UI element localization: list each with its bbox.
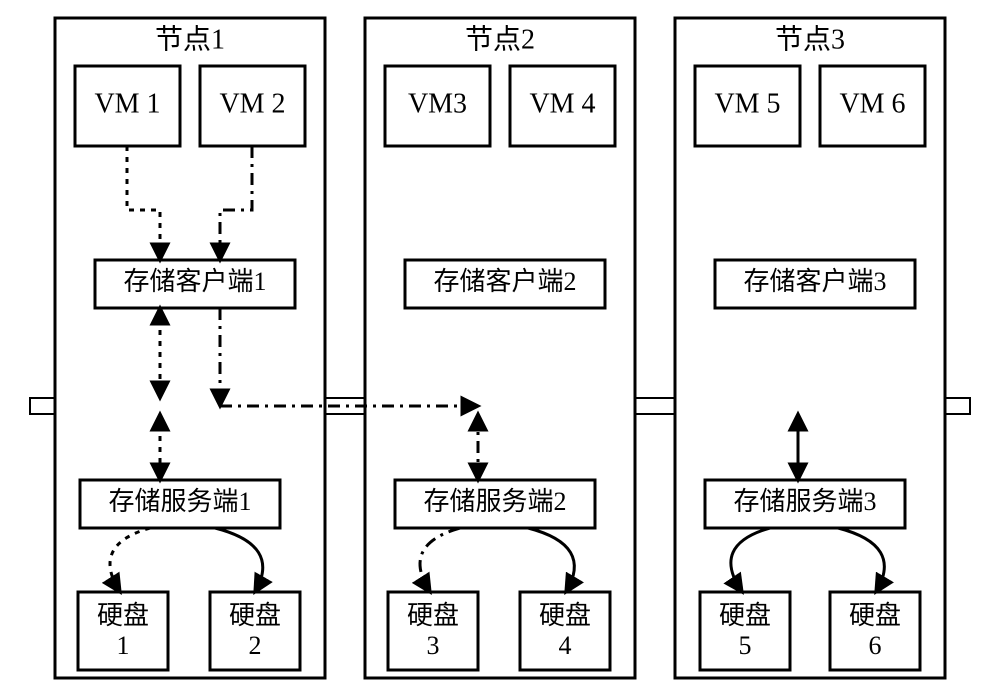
client3-label: 存储客户端3 [743,267,886,296]
disk2-label1: 硬盘 [229,601,281,630]
disk5-label1: 硬盘 [719,601,771,630]
disk1-label2: 1 [117,631,130,660]
vm1-label: VM 1 [94,88,160,119]
client1-label: 存储客户端1 [123,267,266,296]
vm5-label: VM 5 [714,88,780,119]
disk4-label1: 硬盘 [539,601,591,630]
disk3-label2: 3 [427,631,440,660]
disk5-label2: 5 [739,631,752,660]
node3-title: 节点3 [775,23,845,55]
vm6-label: VM 6 [839,88,905,119]
server1-label: 存储服务端1 [108,487,251,516]
vm2-label: VM 2 [219,88,285,119]
vm3-label: VM3 [408,88,467,119]
disk3-label1: 硬盘 [407,601,459,630]
disk6-label1: 硬盘 [849,601,901,630]
client2-label: 存储客户端2 [433,267,576,296]
disk4-label2: 4 [559,631,572,660]
server3-label: 存储服务端3 [733,487,876,516]
server2-label: 存储服务端2 [423,487,566,516]
disk6-label2: 6 [869,631,882,660]
diagram-canvas: 节点1VM 1VM 2存储客户端1存储服务端1硬盘1硬盘2节点2VM3VM 4存… [0,0,1000,694]
node2-title: 节点2 [465,23,535,55]
disk2-label2: 2 [249,631,262,660]
vm4-label: VM 4 [529,88,595,119]
node1-title: 节点1 [155,23,225,55]
disk1-label1: 硬盘 [97,601,149,630]
